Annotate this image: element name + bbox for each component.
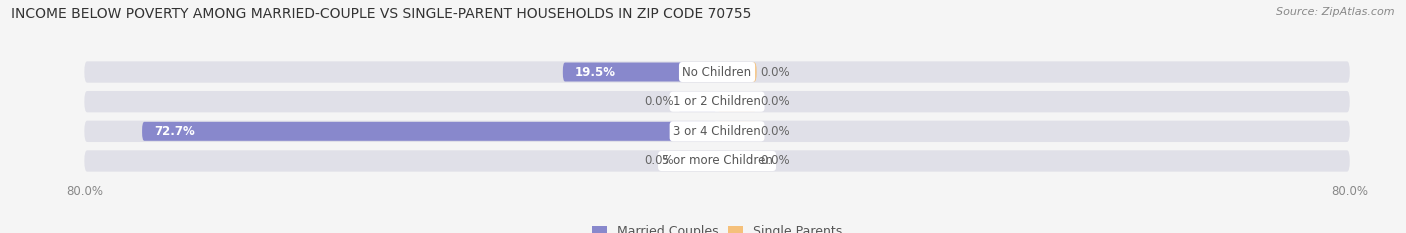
Text: INCOME BELOW POVERTY AMONG MARRIED-COUPLE VS SINGLE-PARENT HOUSEHOLDS IN ZIP COD: INCOME BELOW POVERTY AMONG MARRIED-COUPL…	[11, 7, 752, 21]
Text: 19.5%: 19.5%	[575, 65, 616, 79]
FancyBboxPatch shape	[84, 121, 1350, 142]
FancyBboxPatch shape	[562, 62, 717, 82]
FancyBboxPatch shape	[84, 91, 1350, 112]
Text: 0.0%: 0.0%	[644, 154, 673, 168]
FancyBboxPatch shape	[717, 122, 756, 141]
Text: 0.0%: 0.0%	[761, 65, 790, 79]
FancyBboxPatch shape	[84, 61, 1350, 83]
FancyBboxPatch shape	[717, 92, 756, 111]
Legend: Married Couples, Single Parents: Married Couples, Single Parents	[586, 220, 848, 233]
Text: 3 or 4 Children: 3 or 4 Children	[673, 125, 761, 138]
Text: 1 or 2 Children: 1 or 2 Children	[673, 95, 761, 108]
Text: 0.0%: 0.0%	[644, 95, 673, 108]
FancyBboxPatch shape	[717, 62, 756, 82]
FancyBboxPatch shape	[678, 92, 717, 111]
Text: 72.7%: 72.7%	[155, 125, 194, 138]
FancyBboxPatch shape	[142, 122, 717, 141]
FancyBboxPatch shape	[84, 150, 1350, 172]
Text: No Children: No Children	[682, 65, 752, 79]
Text: 0.0%: 0.0%	[761, 154, 790, 168]
Text: 5 or more Children: 5 or more Children	[662, 154, 772, 168]
FancyBboxPatch shape	[678, 151, 717, 171]
FancyBboxPatch shape	[717, 151, 756, 171]
Text: 0.0%: 0.0%	[761, 95, 790, 108]
Text: Source: ZipAtlas.com: Source: ZipAtlas.com	[1277, 7, 1395, 17]
Text: 0.0%: 0.0%	[761, 125, 790, 138]
